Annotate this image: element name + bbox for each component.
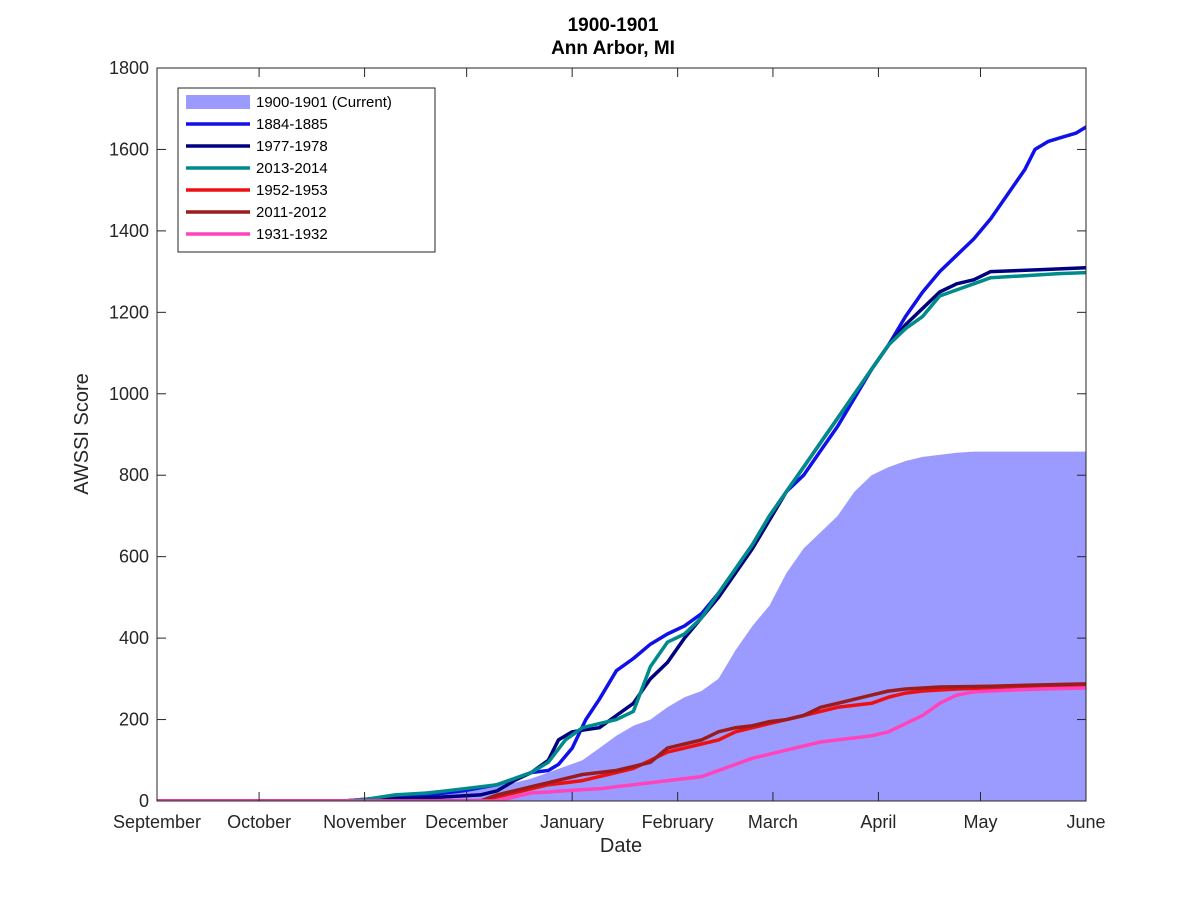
series-line-2011-2012 [157,682,1086,801]
legend-label-1900-1901-current: 1900-1901 (Current) [256,94,392,111]
x-tick-label: March [748,812,798,832]
legend-label-1931-1932: 1931-1932 [256,226,328,243]
legend-label-2013-2014: 2013-2014 [256,160,328,177]
y-axis-label: AWSSI Score [71,373,93,495]
x-tick-label: April [860,812,896,832]
legend-swatch-1900-1901-current [186,95,250,109]
y-tick-label: 1800 [109,58,149,78]
y-tick-label: 1200 [109,302,149,322]
x-axis-label: Date [600,835,642,857]
y-tick-label: 400 [119,628,149,648]
y-tick-label: 1600 [109,139,149,159]
x-tick-label: May [964,812,998,832]
y-tick-label: 1400 [109,221,149,241]
x-tick-label: December [425,812,508,832]
x-axis: September October November December January F… [113,68,1106,832]
legend-label-2011-2012: 2011-2012 [256,204,327,221]
plot-area [157,125,1086,801]
legend-label-1884-1885: 1884-1885 [256,116,328,133]
legend-label-1977-1978: 1977-1978 [256,138,328,155]
series-line-1931-1932 [157,686,1086,801]
series-area-1900-1901-current [157,451,1086,801]
y-tick-label: 1000 [109,384,149,404]
y-tick-label: 0 [139,791,149,811]
x-tick-label: September [113,812,201,832]
y-tick-label: 200 [119,710,149,730]
series-line-1952-1953 [157,683,1086,801]
x-tick-label: November [323,812,406,832]
y-tick-label: 600 [119,547,149,567]
x-tick-label: January [540,812,604,832]
chart-title: 1900-1901 [568,15,659,36]
x-tick-label: October [227,812,291,832]
y-tick-label: 800 [119,465,149,485]
legend-box [177,87,436,253]
legend: 1900-1901 (Current) 1884-1885 1977-1978 201… [177,87,436,253]
chart-subtitle: Ann Arbor, MI [551,38,675,59]
plot-frame [156,67,1087,802]
x-tick-label: February [642,812,714,832]
series-line-2013-2014 [157,270,1086,801]
x-tick-label: June [1066,812,1105,832]
y-axis: 0 200 400 600 800 1000 1200 1400 1600 1800 [109,58,1086,811]
legend-label-1952-1953: 1952-1953 [256,182,328,199]
